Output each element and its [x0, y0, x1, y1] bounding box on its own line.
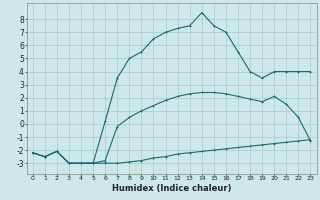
X-axis label: Humidex (Indice chaleur): Humidex (Indice chaleur) — [112, 184, 231, 193]
